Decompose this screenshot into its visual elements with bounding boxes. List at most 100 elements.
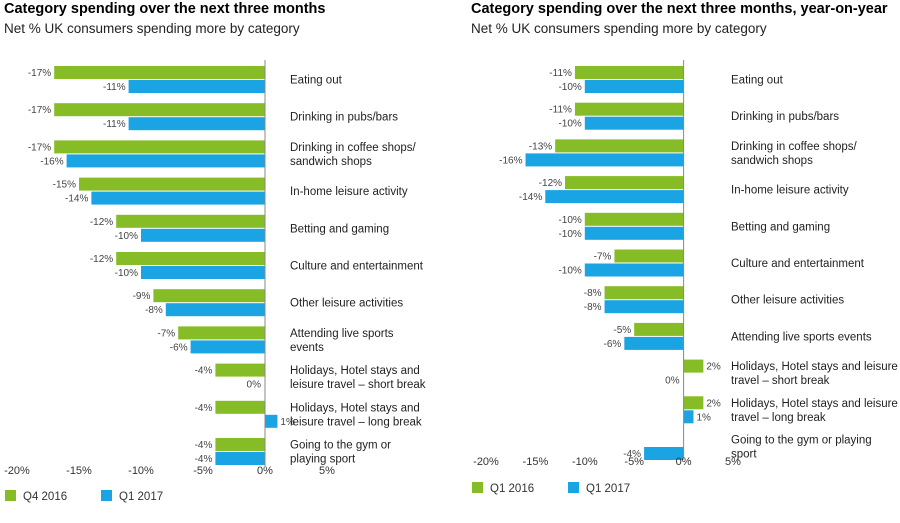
data-label: -7% bbox=[157, 328, 175, 339]
legend-swatch bbox=[101, 490, 112, 501]
data-label: -9% bbox=[133, 291, 151, 302]
data-label: -13% bbox=[529, 141, 552, 152]
category-label: sandwich shops bbox=[731, 155, 813, 167]
chart-title: Category spending over the next three mo… bbox=[471, 1, 888, 17]
bar-series1 bbox=[116, 252, 265, 265]
category-label: In-home leisure activity bbox=[290, 186, 408, 198]
bar-series2 bbox=[190, 340, 265, 354]
category-label: travel – long break bbox=[731, 412, 826, 424]
data-label: -7% bbox=[594, 252, 612, 263]
category-label: events bbox=[290, 342, 324, 354]
bar-series1 bbox=[215, 400, 265, 414]
data-label: -12% bbox=[90, 254, 113, 265]
data-label: -6% bbox=[604, 339, 622, 350]
category-label: Drinking in coffee shops/ bbox=[290, 142, 417, 154]
data-label: -10% bbox=[558, 229, 581, 240]
category-label: Holidays, Hotel stays and bbox=[290, 402, 420, 414]
bar-series1 bbox=[604, 286, 684, 300]
legend-label: Q1 2016 bbox=[490, 483, 534, 495]
bar-series2 bbox=[683, 410, 694, 424]
bar-series2 bbox=[545, 190, 684, 204]
data-label: -11% bbox=[549, 68, 572, 79]
data-label: 0% bbox=[665, 376, 680, 387]
data-label: -17% bbox=[28, 105, 51, 116]
category-label: Holidays, Hotel stays and leisure bbox=[731, 361, 898, 373]
bar-series2 bbox=[604, 300, 684, 314]
category-label: travel – short break bbox=[731, 375, 830, 387]
data-label: -4% bbox=[195, 403, 213, 414]
bar-series1 bbox=[153, 289, 265, 303]
bar-series1 bbox=[634, 322, 684, 336]
category-label: leisure travel – short break bbox=[290, 379, 426, 391]
category-label: Other leisure activities bbox=[731, 295, 844, 307]
bar-series2 bbox=[141, 228, 265, 242]
data-label: -10% bbox=[115, 231, 138, 242]
data-label: -10% bbox=[558, 119, 581, 130]
bar-series2 bbox=[525, 153, 684, 167]
bar-series1 bbox=[555, 139, 684, 153]
data-label: -4% bbox=[195, 454, 213, 465]
category-label: Holidays, Hotel stays and bbox=[290, 365, 420, 377]
bar-series2 bbox=[265, 414, 278, 428]
left-chart-panel: Category spending over the next three mo… bbox=[4, 0, 444, 523]
data-label: 1% bbox=[696, 412, 711, 423]
bar-series2 bbox=[584, 80, 684, 93]
bar-series1 bbox=[574, 66, 684, 79]
category-label: Holidays, Hotel stays and leisure bbox=[731, 398, 898, 410]
category-label: Drinking in pubs/bars bbox=[731, 111, 839, 123]
bar-series2 bbox=[128, 117, 265, 131]
category-label: Going to the gym or bbox=[290, 440, 391, 452]
bar-series2 bbox=[66, 154, 265, 168]
data-label: -6% bbox=[170, 342, 188, 353]
bar-series1 bbox=[614, 249, 684, 263]
category-label: Culture and entertainment bbox=[290, 261, 424, 273]
data-label: -14% bbox=[65, 194, 88, 205]
data-label: -10% bbox=[558, 215, 581, 226]
data-label: 2% bbox=[706, 362, 721, 373]
data-label: -16% bbox=[40, 156, 63, 167]
data-label: -11% bbox=[103, 119, 126, 130]
x-tick-label: -5% bbox=[193, 465, 213, 477]
legend-label: Q1 2017 bbox=[586, 483, 630, 495]
bar-series1 bbox=[683, 396, 704, 410]
data-label: -11% bbox=[549, 105, 572, 116]
data-label: -10% bbox=[558, 82, 581, 93]
bar-series1 bbox=[178, 326, 265, 340]
category-label: Other leisure activities bbox=[290, 298, 403, 310]
x-tick-label: 5% bbox=[319, 465, 335, 477]
category-label: Betting and gaming bbox=[731, 221, 830, 233]
bar-series2 bbox=[624, 336, 684, 350]
bar-series1 bbox=[215, 363, 265, 377]
data-label: -12% bbox=[539, 178, 562, 189]
bar-series2 bbox=[584, 116, 684, 130]
legend-swatch bbox=[568, 482, 579, 493]
bar-series2 bbox=[584, 263, 684, 277]
bar-series1 bbox=[54, 103, 266, 117]
legend-label: Q1 2017 bbox=[119, 491, 163, 503]
bar-series1 bbox=[683, 359, 704, 373]
data-label: -14% bbox=[519, 192, 542, 203]
x-tick-label: -20% bbox=[4, 465, 30, 477]
chart-subtitle: Net % UK consumers spending more by cate… bbox=[4, 21, 300, 36]
bar-series1 bbox=[79, 177, 265, 191]
category-label: sandwich shops bbox=[290, 156, 372, 168]
bar-series1 bbox=[54, 140, 266, 154]
category-label: sport bbox=[731, 449, 757, 461]
bar-series1 bbox=[565, 176, 684, 190]
x-tick-label: -10% bbox=[128, 465, 154, 477]
data-label: -10% bbox=[558, 266, 581, 277]
bar-series2 bbox=[644, 447, 684, 460]
category-label: Going to the gym or playing bbox=[731, 435, 872, 447]
category-label: Eating out bbox=[290, 75, 343, 87]
data-label: -4% bbox=[195, 366, 213, 377]
bar-series2 bbox=[91, 191, 266, 205]
bar-series2 bbox=[584, 226, 684, 240]
x-tick-label: -15% bbox=[523, 456, 549, 468]
x-tick-label: -15% bbox=[66, 465, 92, 477]
legend-swatch bbox=[5, 490, 16, 501]
data-label: -12% bbox=[90, 217, 113, 228]
data-label: -8% bbox=[584, 302, 602, 313]
right-chart-panel: Category spending over the next three mo… bbox=[471, 0, 900, 523]
category-label: leisure travel – long break bbox=[290, 416, 422, 428]
